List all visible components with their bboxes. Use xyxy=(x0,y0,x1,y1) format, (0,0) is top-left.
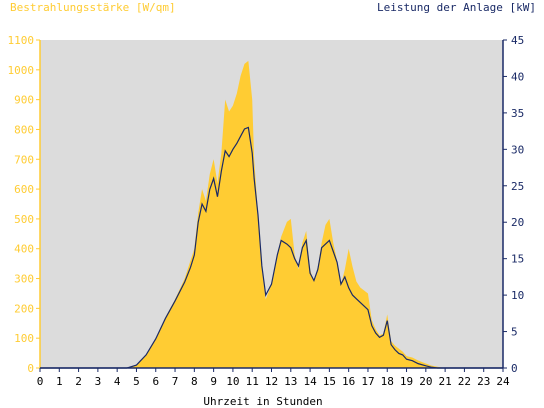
x-tick-label: 11 xyxy=(246,375,259,388)
irradiance-area xyxy=(40,60,503,369)
right-tick-label: 40 xyxy=(511,70,524,83)
right-tick-label: 5 xyxy=(511,326,518,339)
x-tick-label: 16 xyxy=(342,375,355,388)
left-ticks: 0 100 200 300 400 500 600 700 800 900 1000 1100 xyxy=(8,34,40,375)
x-tick-label: 6 xyxy=(152,375,159,388)
x-tick-label: 12 xyxy=(265,375,278,388)
x-tick-label: 9 xyxy=(210,375,217,388)
right-tick-label: 0 xyxy=(511,362,518,375)
x-tick-label: 20 xyxy=(419,375,432,388)
left-tick-label: 1100 xyxy=(8,34,35,47)
x-ticks: 0 1 2 3 4 5 6 7 8 9 10 11 12 13 14 15 16 17 18 19 20 21 22 23 24 xyxy=(37,368,510,388)
right-ticks: 0 5 10 15 20 25 30 35 40 45 xyxy=(503,34,524,375)
x-tick-label: 15 xyxy=(323,375,336,388)
x-tick-label: 21 xyxy=(439,375,452,388)
x-tick-label: 19 xyxy=(400,375,413,388)
right-tick-label: 25 xyxy=(511,180,524,193)
left-tick-label: 800 xyxy=(14,123,34,136)
power-line xyxy=(40,126,503,369)
x-tick-label: 24 xyxy=(496,375,510,388)
x-tick-label: 22 xyxy=(458,375,471,388)
left-tick-label: 300 xyxy=(14,273,34,286)
left-tick-label: 600 xyxy=(14,183,34,196)
x-tick-label: 18 xyxy=(381,375,394,388)
x-tick-label: 2 xyxy=(75,375,82,388)
right-tick-label: 45 xyxy=(511,34,524,47)
left-tick-label: 700 xyxy=(14,153,34,166)
x-tick-label: 0 xyxy=(37,375,44,388)
x-tick-label: 17 xyxy=(361,375,374,388)
right-tick-label: 10 xyxy=(511,289,524,302)
x-tick-label: 4 xyxy=(114,375,121,388)
x-tick-label: 23 xyxy=(477,375,490,388)
left-axis-label: Bestrahlungsstärke [W/qm] xyxy=(10,1,176,14)
left-tick-label: 400 xyxy=(14,243,34,256)
right-axis-label: Leistung der Anlage [kW] xyxy=(377,1,536,14)
right-tick-label: 30 xyxy=(511,143,524,156)
x-tick-label: 3 xyxy=(95,375,102,388)
right-tick-label: 15 xyxy=(511,253,524,266)
left-tick-label: 200 xyxy=(14,302,34,315)
x-tick-label: 13 xyxy=(284,375,297,388)
right-tick-label: 35 xyxy=(511,107,524,120)
left-tick-label: 500 xyxy=(14,213,34,226)
x-tick-label: 7 xyxy=(172,375,179,388)
x-tick-label: 1 xyxy=(56,375,63,388)
x-tick-label: 10 xyxy=(226,375,239,388)
x-tick-label: 8 xyxy=(191,375,198,388)
x-axis-title: Uhrzeit in Stunden xyxy=(203,395,322,408)
left-tick-label: 0 xyxy=(27,362,34,375)
right-tick-label: 20 xyxy=(511,216,524,229)
left-tick-label: 900 xyxy=(14,94,34,107)
x-tick-label: 5 xyxy=(133,375,140,388)
left-tick-label: 100 xyxy=(14,332,34,345)
x-tick-label: 14 xyxy=(303,375,317,388)
left-tick-label: 1000 xyxy=(8,64,35,77)
